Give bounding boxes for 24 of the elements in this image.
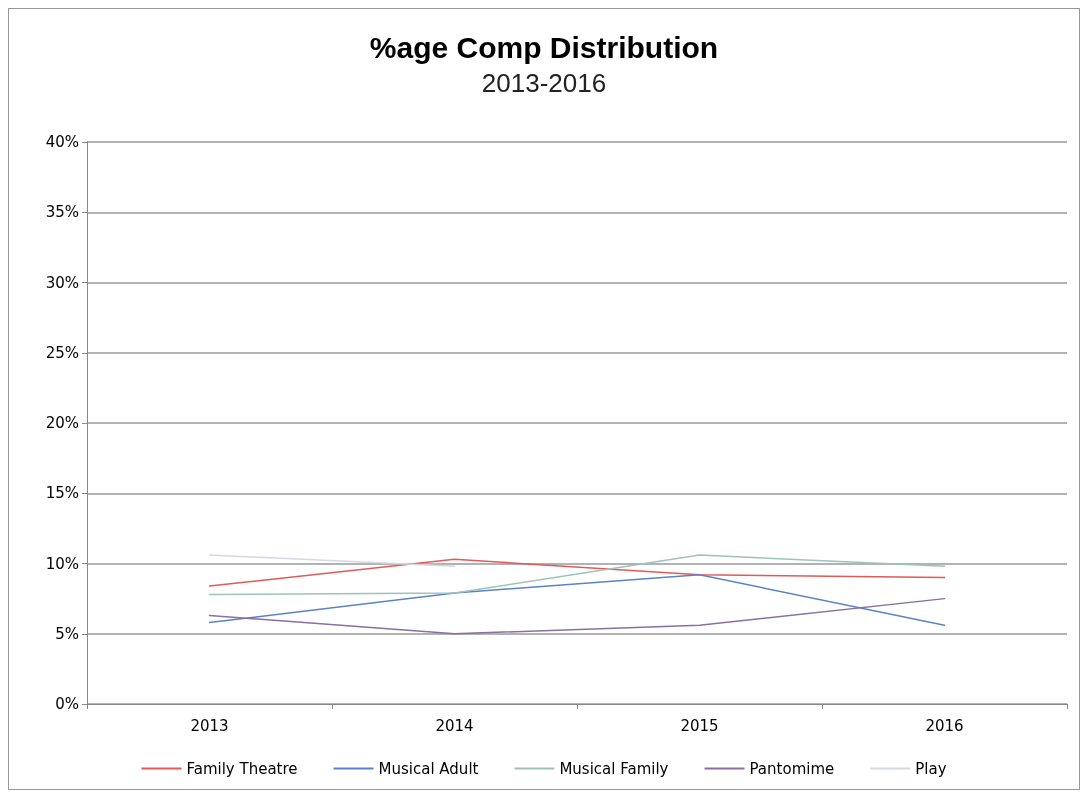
chart-title: %age Comp Distribution	[369, 30, 719, 64]
chart-subtitle: 2013-2016	[481, 68, 607, 98]
x-tick-label: 2013	[190, 716, 229, 735]
x-tick-label: 2014	[435, 716, 474, 735]
y-tick-label: 0%	[55, 695, 79, 713]
legend-label: Play	[915, 759, 947, 778]
line-series	[208, 573, 946, 627]
line-series	[208, 558, 946, 587]
legend-label: Musical Family	[559, 759, 669, 778]
y-tick-label: 20%	[45, 414, 79, 432]
y-tick-label: 25%	[45, 343, 79, 362]
y-tick-label: 40%	[45, 133, 79, 151]
legend-label: Pantomime	[749, 759, 835, 778]
line-series	[208, 597, 946, 635]
y-tick-label: 30%	[45, 273, 79, 292]
y-tick-label: 15%	[45, 484, 79, 503]
y-tick-label: 35%	[45, 203, 79, 222]
y-tick-label: 10%	[45, 554, 79, 573]
legend-label: Family Theatre	[186, 759, 298, 778]
x-tick-label: 2016	[925, 716, 964, 735]
y-tick-label: 5%	[55, 624, 79, 643]
line-series	[208, 554, 946, 596]
legend-label: Musical Adult	[378, 759, 479, 778]
x-tick-label: 2015	[680, 716, 719, 735]
